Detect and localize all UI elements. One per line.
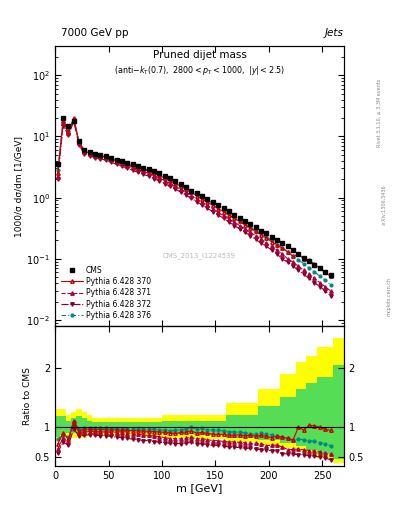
Legend: CMS, Pythia 6.428 370, Pythia 6.428 371, Pythia 6.428 372, Pythia 6.428 376: CMS, Pythia 6.428 370, Pythia 6.428 371,…	[59, 263, 153, 322]
Text: Pruned dijet mass: Pruned dijet mass	[152, 50, 246, 60]
Text: Rivet 3.1.10, ≥ 3.3M events: Rivet 3.1.10, ≥ 3.3M events	[377, 78, 382, 147]
Text: $(\mathregular{anti}\mathregular{-}k_\mathregular{T}(0.7),\ 2800{<}p_\mathregula: $(\mathregular{anti}\mathregular{-}k_\ma…	[114, 65, 285, 77]
Text: CMS_2013_I1224539: CMS_2013_I1224539	[163, 252, 236, 260]
Text: Jets: Jets	[325, 28, 344, 38]
Text: arXiv:1306.3436: arXiv:1306.3436	[382, 184, 387, 225]
X-axis label: m [GeV]: m [GeV]	[176, 483, 223, 494]
Y-axis label: 1000/σ dσ/dm [1/GeV]: 1000/σ dσ/dm [1/GeV]	[15, 136, 24, 237]
Text: 7000 GeV pp: 7000 GeV pp	[61, 28, 129, 38]
Text: mcplots.cern.ch: mcplots.cern.ch	[387, 278, 391, 316]
Y-axis label: Ratio to CMS: Ratio to CMS	[23, 367, 32, 425]
